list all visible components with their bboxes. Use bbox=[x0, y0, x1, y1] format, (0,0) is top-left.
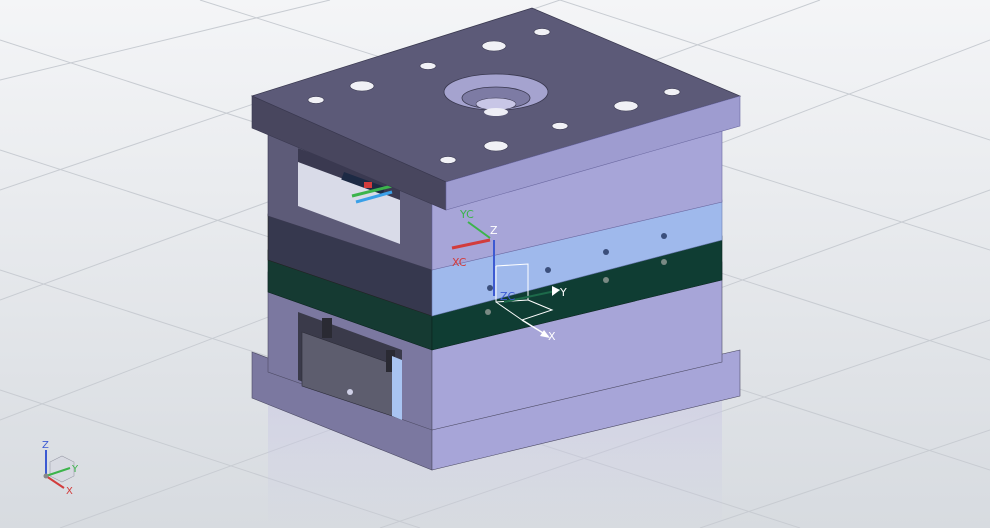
ejector-housing[interactable] bbox=[267, 261, 723, 431]
y-axis bbox=[503, 289, 561, 303]
ejector-hole bbox=[347, 389, 353, 395]
ejector-pin bbox=[322, 318, 332, 338]
locating-ring bbox=[443, 73, 549, 116]
xc-axis bbox=[451, 238, 491, 250]
cavity-plate-hole bbox=[487, 285, 493, 291]
triad-x-label: X bbox=[66, 486, 73, 497]
triad-z-label: Z bbox=[42, 440, 49, 451]
core-plate-hole bbox=[603, 277, 609, 283]
view-triad[interactable]: Z Y X bbox=[42, 440, 79, 497]
cavity-plate-hole bbox=[661, 233, 667, 239]
ejector-pin bbox=[386, 350, 395, 372]
core-plate[interactable] bbox=[267, 235, 723, 351]
zc-label: ZC bbox=[500, 290, 516, 303]
top-clamp-plate-side-face bbox=[445, 95, 741, 211]
mold-base-assembly[interactable] bbox=[250, 7, 742, 471]
yc-axis bbox=[467, 221, 491, 239]
x-label: X bbox=[548, 330, 556, 343]
support-pillar bbox=[392, 356, 402, 420]
datum-csys-box bbox=[495, 263, 554, 321]
core-plate-hole bbox=[485, 309, 491, 315]
yc-label: YC bbox=[459, 208, 474, 221]
triad-y-label: Y bbox=[71, 464, 79, 475]
upper-frame[interactable] bbox=[267, 115, 723, 271]
triad-origin bbox=[43, 473, 49, 479]
wcs-datum[interactable]: XC YC ZC Z Y X bbox=[451, 208, 567, 343]
top-clamp-plate[interactable] bbox=[250, 7, 742, 211]
z-label: Z bbox=[490, 224, 498, 237]
y-axis-arrow bbox=[552, 286, 560, 296]
bolt-holes bbox=[307, 28, 681, 164]
floor-reflection bbox=[268, 400, 722, 528]
cavity-plate-hole bbox=[603, 249, 609, 255]
triad-x-axis bbox=[45, 475, 65, 489]
xc-label: XC bbox=[452, 256, 467, 269]
cavity-plate-hole bbox=[545, 267, 551, 273]
core-plate-hole bbox=[661, 259, 667, 265]
x-axis-arrow bbox=[540, 330, 550, 338]
sprue-components bbox=[341, 172, 393, 204]
upper-window bbox=[298, 148, 400, 244]
triad-cube bbox=[49, 455, 75, 483]
y-label: Y bbox=[559, 286, 567, 299]
triad-y-axis bbox=[45, 467, 71, 477]
